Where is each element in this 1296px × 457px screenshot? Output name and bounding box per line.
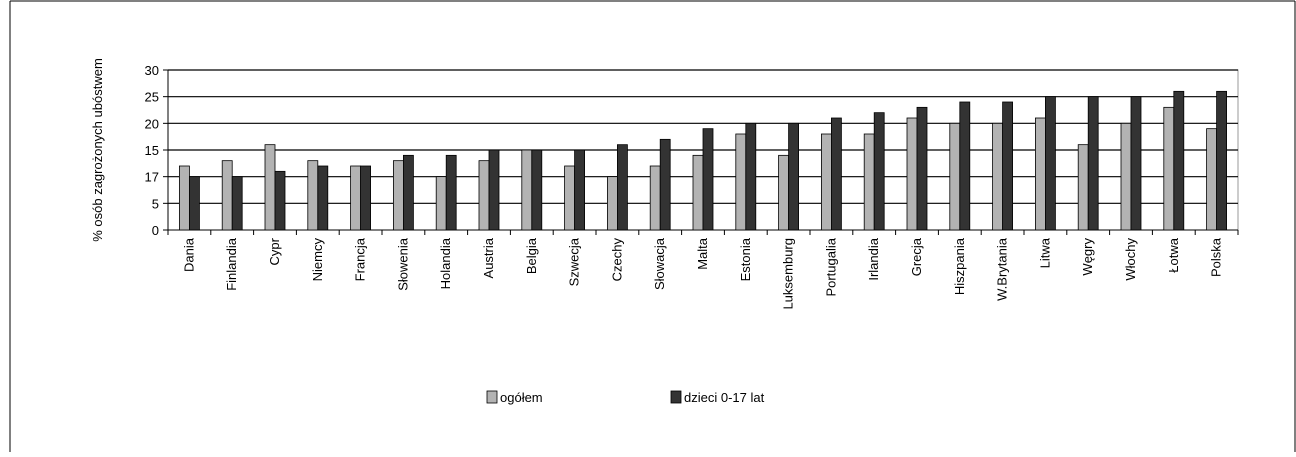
category-label: Grecja — [909, 237, 924, 276]
bar-dzieci — [831, 117, 842, 231]
category-label: Malta — [695, 237, 710, 270]
category-label: Austria — [481, 237, 496, 278]
bar-dzieci — [959, 101, 971, 231]
category-label: Holandia — [438, 237, 453, 289]
bar-ogolem — [264, 144, 276, 231]
bar-dzieci — [1130, 96, 1142, 231]
category-label: Belgia — [524, 237, 539, 274]
bar-ogolem — [735, 133, 747, 231]
category-label: Polska — [1209, 237, 1224, 277]
category-label: Włochy — [1123, 238, 1138, 281]
bar-ogolem — [1077, 144, 1089, 231]
bar-ogolem — [1206, 128, 1217, 231]
bar-dzieci — [1216, 90, 1227, 231]
legend-swatch — [670, 390, 682, 404]
bar-ogolem — [435, 176, 447, 231]
category-label: Portugalia — [823, 237, 838, 296]
bar-ogolem — [307, 160, 319, 231]
bar-ogolem — [392, 160, 404, 231]
bar-ogolem — [607, 176, 618, 231]
legend-swatch — [486, 390, 498, 404]
category-label: Finlandia — [224, 237, 239, 291]
bar-dzieci — [1045, 96, 1056, 231]
bar-dzieci — [873, 112, 885, 231]
y-tick-label: 17 — [145, 170, 159, 185]
bar-dzieci — [659, 138, 671, 231]
plot-area: 0 5 17 15 20 25 30 Dania Finlandia Cypr Niemcy Fran… — [145, 63, 1239, 310]
legend-label: dzieci 0-17 lat — [684, 390, 765, 405]
category-label: Hiszpania — [952, 237, 967, 295]
category-label: Łotwa — [1166, 237, 1181, 272]
y-tick-label: 15 — [145, 143, 159, 158]
category-label: Luksemburg — [781, 238, 796, 310]
category-label: Słowacja — [652, 237, 667, 290]
category-label: Litwa — [1037, 237, 1052, 268]
bar-ogolem — [478, 160, 490, 231]
bar-ogolem — [692, 154, 704, 231]
bar-ogolem — [178, 165, 190, 231]
bar-dzieci — [274, 170, 286, 231]
bar-dzieci — [445, 154, 457, 231]
category-label: Dania — [181, 237, 196, 272]
bar-dzieci — [916, 106, 928, 231]
bar-dzieci — [702, 128, 714, 231]
bar-dzieci — [745, 122, 757, 231]
category-label: Słowenia — [395, 237, 410, 291]
y-tick-label: 30 — [145, 63, 159, 78]
bar-ogolem — [649, 165, 661, 231]
bar-ogolem — [221, 160, 233, 231]
category-label: Węgry — [1080, 238, 1095, 276]
bar-dzieci — [360, 165, 372, 231]
bar-ogolem — [778, 154, 789, 231]
legend-label: ogółem — [500, 390, 543, 405]
category-label: Francja — [353, 237, 368, 281]
y-tick-label: 5 — [152, 196, 159, 211]
bar-dzieci — [1173, 90, 1185, 231]
category-label: Cypr — [267, 237, 282, 265]
y-axis-label: % osób zagrożonych ubóstwem — [90, 58, 105, 242]
bar-dzieci — [1002, 101, 1013, 231]
bar-ogolem — [1163, 106, 1175, 231]
bar-dzieci — [317, 165, 329, 231]
bar-ogolem — [350, 165, 362, 231]
category-label: Irlandia — [866, 237, 881, 280]
bar-ogolem — [521, 149, 533, 231]
bar-ogolem — [821, 133, 832, 231]
legend: ogółem dzieci 0-17 lat — [486, 390, 765, 405]
category-label: Estonia — [738, 237, 753, 281]
y-tick-label: 20 — [145, 116, 159, 131]
bar-ogolem — [949, 122, 961, 231]
category-label: Niemcy — [310, 238, 325, 282]
bar-ogolem — [1035, 117, 1046, 231]
category-label: Szwecja — [567, 237, 582, 286]
category-label: Czechy — [609, 238, 624, 282]
bar-ogolem — [863, 133, 875, 231]
bar-dzieci — [488, 149, 500, 231]
y-tick-label: 25 — [145, 90, 159, 105]
bar-dzieci — [574, 149, 585, 231]
bar-dzieci — [188, 176, 200, 231]
bar-ogolem — [992, 122, 1003, 231]
bar-dzieci — [531, 149, 543, 231]
bar-ogolem — [906, 117, 918, 231]
bar-dzieci — [402, 154, 414, 231]
bar-dzieci — [231, 176, 243, 231]
category-label: W.Brytania — [995, 237, 1010, 301]
bar-ogolem — [564, 165, 575, 231]
bar-dzieci — [617, 144, 628, 231]
y-tick-label: 0 — [152, 223, 159, 238]
bar-dzieci — [1087, 96, 1099, 231]
bar-dzieci — [788, 122, 799, 231]
bar-ogolem — [1120, 122, 1132, 231]
